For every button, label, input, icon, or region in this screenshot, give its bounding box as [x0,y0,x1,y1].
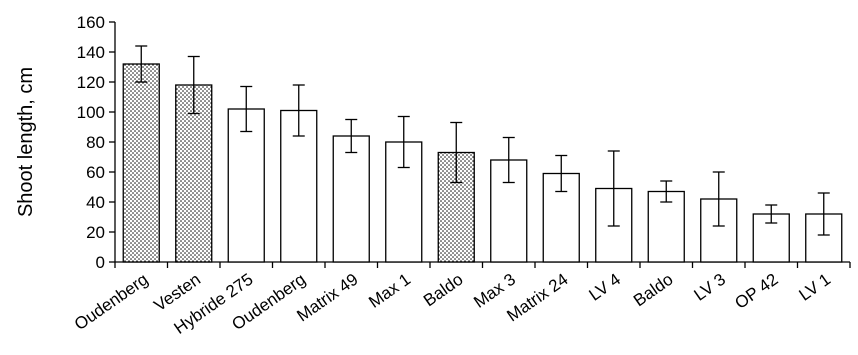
category-label: LV 1 [796,270,835,305]
bar [280,109,318,263]
y-tick-label: 40 [86,193,105,212]
bar [227,108,265,263]
y-axis-title: Shoot length, cm [15,67,37,217]
y-tick-label: 140 [77,43,105,62]
y-axis: 0 20 40 60 80 100 120 140 160 [77,13,116,272]
category-label: Oudenberg [71,270,152,334]
y-tick-label: 20 [86,223,105,242]
category-label: OP 42 [731,270,781,313]
bar [752,213,790,263]
bars [122,63,843,263]
y-tick-label: 0 [96,253,105,272]
bar [122,63,160,263]
bar [542,172,580,263]
category-label: LV 3 [691,270,730,305]
y-tick-label: 80 [86,133,105,152]
x-axis [114,261,851,268]
y-tick-label: 100 [77,103,105,122]
bar [175,84,213,263]
y-tick-label: 120 [77,73,105,92]
error-bars [135,45,830,236]
category-label: Max 1 [365,270,414,312]
bar [332,135,370,263]
category-label: Baldo [630,270,677,311]
bar [647,190,685,263]
category-label: Baldo [420,270,467,311]
category-label: LV 4 [586,270,625,305]
y-tick-label: 160 [77,13,105,32]
y-tick-label: 60 [86,163,105,182]
